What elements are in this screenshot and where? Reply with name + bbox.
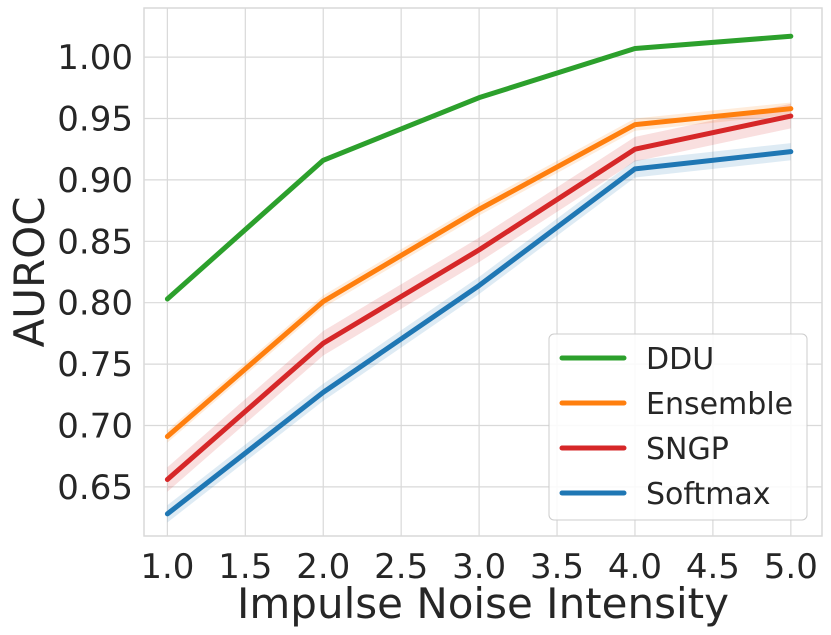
series-lines [164,33,794,517]
ddu-series-line [164,33,794,302]
y-tick-label: 0.65 [57,468,133,508]
softmax-legend-label: Softmax [646,477,771,512]
x-tick-label: 3.5 [530,547,584,587]
ensemble-series-line [164,106,794,440]
ddu-legend-label: DDU [646,342,714,377]
sngp-legend-label: SNGP [646,432,729,467]
x-axis-title: Impulse Noise Intensity [237,579,729,628]
y-tick-labels: 0.65 0.70 0.75 0.80 0.85 0.90 0.95 1.00 [57,38,133,508]
y-tick-label: 0.85 [57,222,133,262]
softmax-series-line [164,149,794,517]
x-tick-label: 4.0 [608,547,662,587]
ensemble-legend-label: Ensemble [646,387,793,422]
y-tick-label: 0.90 [57,161,133,201]
legend-box [548,333,808,521]
plot-frame [143,7,823,537]
x-tick-label: 3.0 [452,547,506,587]
y-tick-label: 0.70 [57,406,133,446]
y-tick-label: 0.75 [57,345,133,385]
x-tick-label: 1.0 [140,547,194,587]
x-tick-label: 5.0 [764,547,818,587]
sngp-series-line [164,113,794,483]
x-tick-label: 2.5 [374,547,428,587]
y-axis-title: AUROC [5,196,54,347]
x-tick-labels: 1.0 1.5 2.0 2.5 3.0 3.5 4.0 4.5 5.0 [140,547,818,587]
x-tick-label: 1.5 [218,547,272,587]
legend: DDU Ensemble SNGP Softmax [548,333,808,521]
x-tick-label: 2.0 [296,547,350,587]
y-tick-label: 1.00 [57,38,133,78]
y-tick-label: 0.80 [57,284,133,324]
y-tick-label: 0.95 [57,100,133,140]
x-tick-label: 4.5 [686,547,740,587]
